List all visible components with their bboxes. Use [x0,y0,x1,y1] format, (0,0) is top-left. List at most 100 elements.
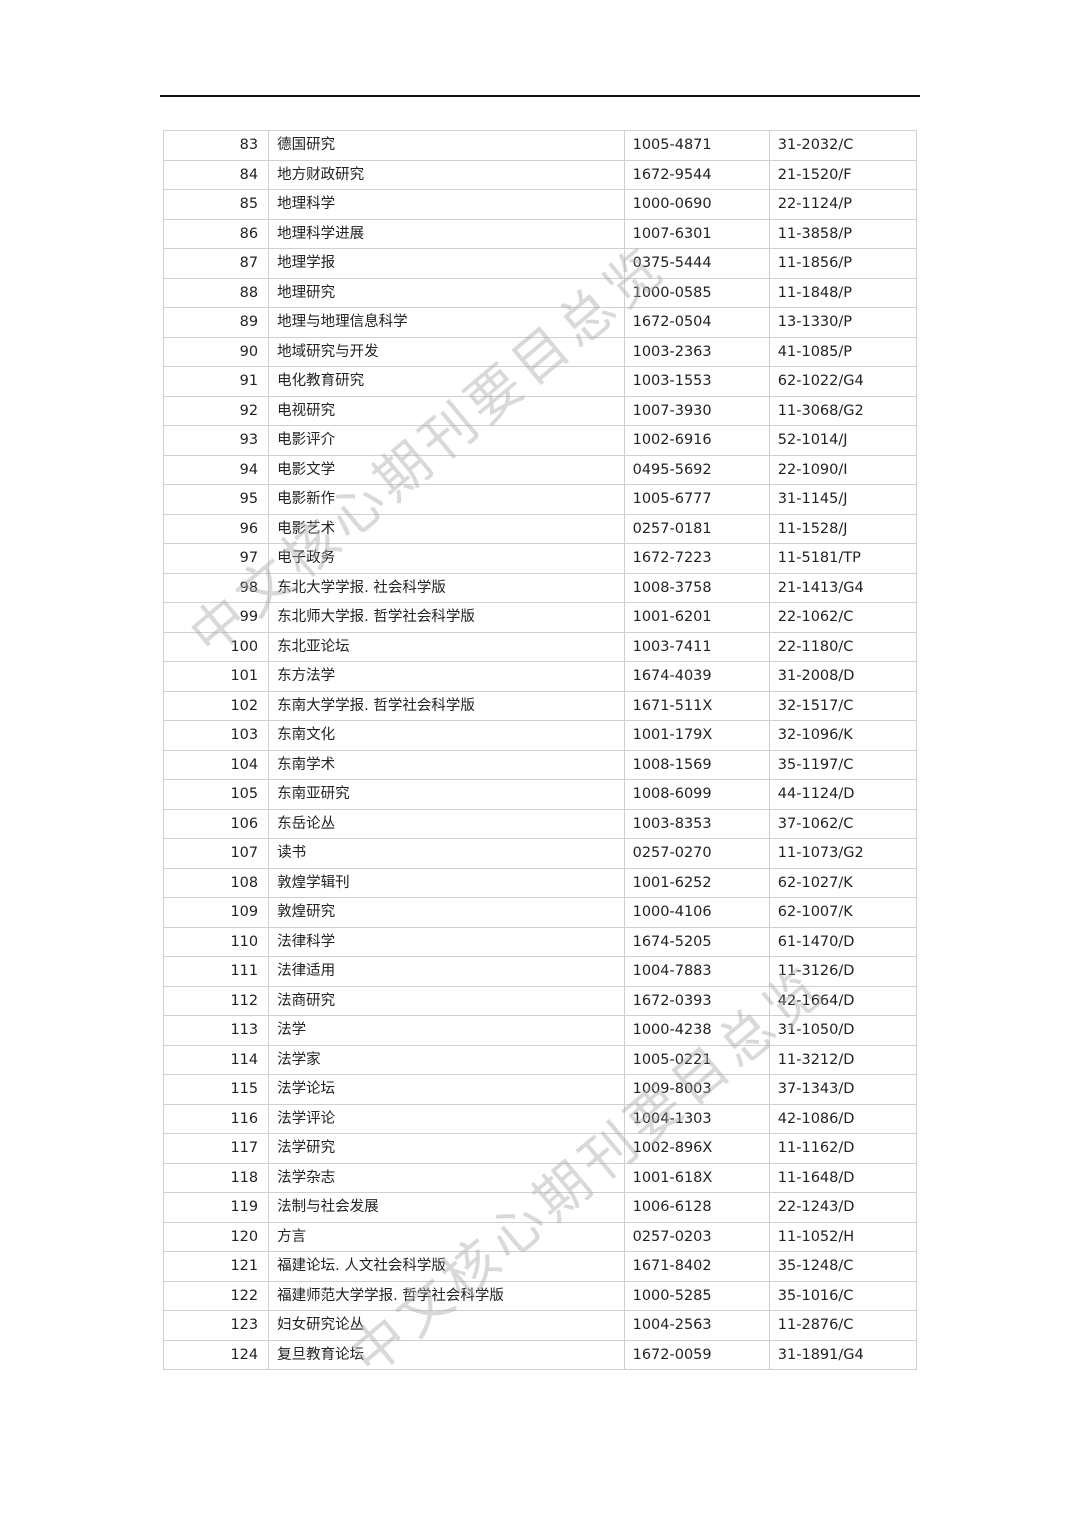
cn-number: 32-1096/K [768,720,918,751]
issn: 1671-511X [623,690,770,721]
cn-number: 21-1520/F [768,159,918,190]
journal-name: 复旦教育论坛 [268,1339,625,1370]
table-row: 106 东岳论丛 1003-8353 37-1062/C [162,808,918,839]
table-row: 97 电子政务 1672-7223 11-5181/TP [162,543,918,574]
issn: 1003-2363 [623,336,770,367]
row-number: 101 [162,661,270,692]
issn: 1000-5285 [623,1280,770,1311]
row-number: 114 [162,1044,270,1075]
table-row: 108 敦煌学辑刊 1001-6252 62-1027/K [162,867,918,898]
cn-number: 11-1856/P [768,248,918,279]
row-number: 112 [162,985,270,1016]
cn-number: 11-1052/H [768,1221,918,1252]
journal-name: 德国研究 [268,130,625,161]
cn-number: 11-1073/G2 [768,838,918,869]
cn-number: 11-1648/D [768,1162,918,1193]
row-number: 92 [162,395,270,426]
cn-number: 32-1517/C [768,690,918,721]
issn: 1672-0393 [623,985,770,1016]
journal-name: 读书 [268,838,625,869]
issn: 1004-7883 [623,956,770,987]
table-row: 113 法学 1000-4238 31-1050/D [162,1015,918,1046]
table-row: 83 德国研究 1005-4871 31-2032/C [162,130,918,161]
journal-name: 电化教育研究 [268,366,625,397]
issn: 1000-0690 [623,189,770,220]
row-number: 100 [162,631,270,662]
issn: 1671-8402 [623,1251,770,1282]
table-row: 112 法商研究 1672-0393 42-1664/D [162,985,918,1016]
row-number: 91 [162,366,270,397]
row-number: 107 [162,838,270,869]
journal-name: 法商研究 [268,985,625,1016]
journal-name: 东北大学学报. 社会科学版 [268,572,625,603]
row-number: 121 [162,1251,270,1282]
journal-name: 电视研究 [268,395,625,426]
table-row: 121 福建论坛. 人文社会科学版 1671-8402 35-1248/C [162,1251,918,1282]
cn-number: 11-3068/G2 [768,395,918,426]
table-row: 110 法律科学 1674-5205 61-1470/D [162,926,918,957]
issn: 1003-1553 [623,366,770,397]
cn-number: 22-1243/D [768,1192,918,1223]
issn: 1007-3930 [623,395,770,426]
issn: 1008-6099 [623,779,770,810]
table-row: 114 法学家 1005-0221 11-3212/D [162,1044,918,1075]
issn: 1000-4238 [623,1015,770,1046]
cn-number: 35-1248/C [768,1251,918,1282]
journal-name: 东北亚论坛 [268,631,625,662]
issn: 1000-0585 [623,277,770,308]
journal-name: 电影艺术 [268,513,625,544]
row-number: 89 [162,307,270,338]
issn: 1002-896X [623,1133,770,1164]
row-number: 119 [162,1192,270,1223]
row-number: 113 [162,1015,270,1046]
row-number: 105 [162,779,270,810]
issn: 1672-9544 [623,159,770,190]
table-row: 90 地域研究与开发 1003-2363 41-1085/P [162,336,918,367]
row-number: 115 [162,1074,270,1105]
table-row: 111 法律适用 1004-7883 11-3126/D [162,956,918,987]
table-row: 120 方言 0257-0203 11-1052/H [162,1221,918,1252]
issn: 1008-3758 [623,572,770,603]
journal-name: 电子政务 [268,543,625,574]
row-number: 110 [162,926,270,957]
row-number: 120 [162,1221,270,1252]
row-number: 94 [162,454,270,485]
journal-table-body: 83 德国研究 1005-4871 31-2032/C 84 地方财政研究 1672-954… [162,130,918,1370]
table-row: 86 地理科学进展 1007-6301 11-3858/P [162,218,918,249]
cn-number: 62-1027/K [768,867,918,898]
cn-number: 42-1086/D [768,1103,918,1134]
issn: 1001-6201 [623,602,770,633]
issn: 0257-0181 [623,513,770,544]
issn: 0495-5692 [623,454,770,485]
table-row: 109 敦煌研究 1000-4106 62-1007/K [162,897,918,928]
issn: 1001-618X [623,1162,770,1193]
row-number: 98 [162,572,270,603]
cn-number: 11-1162/D [768,1133,918,1164]
cn-number: 31-1891/G4 [768,1339,918,1370]
cn-number: 31-1050/D [768,1015,918,1046]
row-number: 108 [162,867,270,898]
issn: 1003-7411 [623,631,770,662]
table-row: 98 东北大学学报. 社会科学版 1008-3758 21-1413/G4 [162,572,918,603]
cn-number: 31-2008/D [768,661,918,692]
journal-name: 福建论坛. 人文社会科学版 [268,1251,625,1282]
issn: 1672-0059 [623,1339,770,1370]
journal-name: 法学家 [268,1044,625,1075]
cn-number: 44-1124/D [768,779,918,810]
row-number: 90 [162,336,270,367]
cn-number: 61-1470/D [768,926,918,957]
table-row: 115 法学论坛 1009-8003 37-1343/D [162,1074,918,1105]
journal-name: 东南亚研究 [268,779,625,810]
issn: 1002-6916 [623,425,770,456]
journal-name: 东北师大学报. 哲学社会科学版 [268,602,625,633]
table-row: 105 东南亚研究 1008-6099 44-1124/D [162,779,918,810]
row-number: 124 [162,1339,270,1370]
journal-name: 法律适用 [268,956,625,987]
journal-name: 妇女研究论丛 [268,1310,625,1341]
journal-name: 电影新作 [268,484,625,515]
cn-number: 35-1197/C [768,749,918,780]
row-number: 96 [162,513,270,544]
table-row: 102 东南大学学报. 哲学社会科学版 1671-511X 32-1517/C [162,690,918,721]
row-number: 103 [162,720,270,751]
issn: 1004-1303 [623,1103,770,1134]
